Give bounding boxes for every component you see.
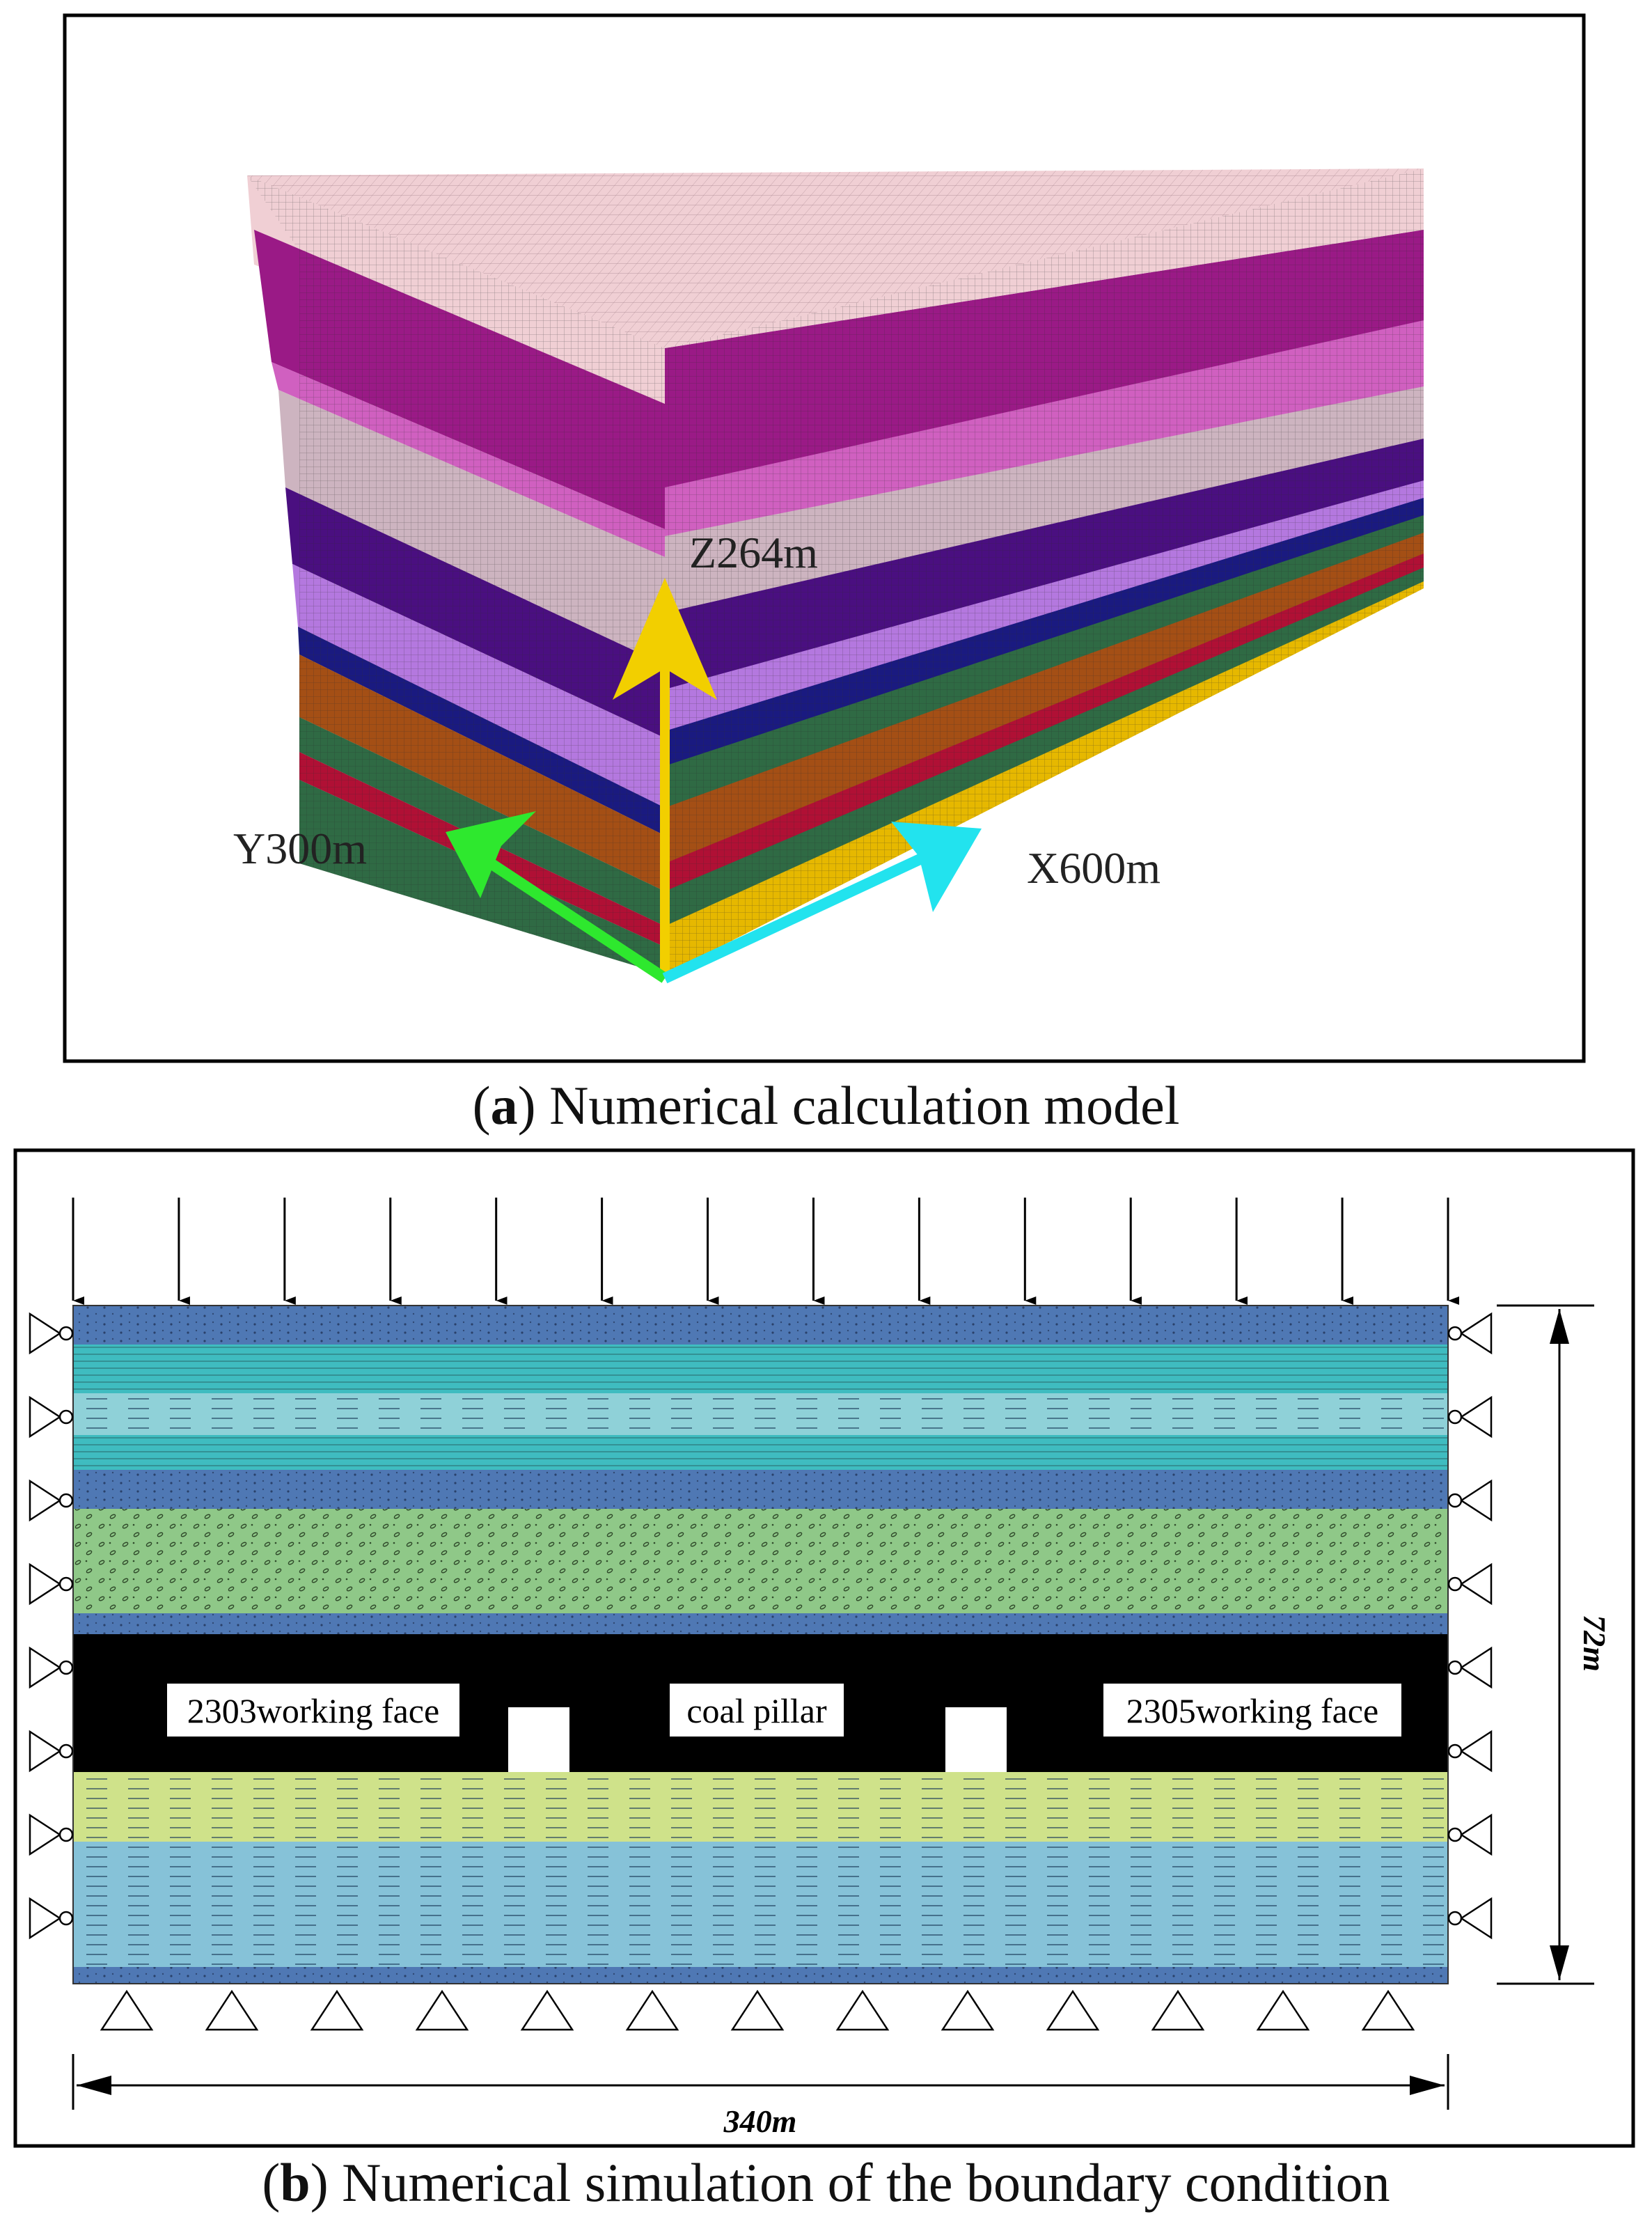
roller-support bbox=[29, 1730, 74, 1773]
roller-support bbox=[29, 1395, 74, 1439]
svg-text:coal pillar: coal pillar bbox=[686, 1691, 827, 1730]
roller-support bbox=[1447, 1395, 1493, 1439]
bottom-support bbox=[310, 1989, 364, 2031]
bottom-support bbox=[730, 1989, 785, 2031]
roller-support bbox=[29, 1562, 74, 1606]
roller-support bbox=[29, 1897, 74, 1940]
bottom-support bbox=[1046, 1989, 1100, 2031]
roller-support bbox=[29, 1479, 74, 1522]
bottom-support bbox=[415, 1989, 469, 2031]
bottom-support bbox=[835, 1989, 890, 2031]
svg-text:2303working face: 2303working face bbox=[187, 1691, 439, 1730]
axis-z-label: Z264m bbox=[689, 528, 818, 577]
label-2303-working-face: 2303working face bbox=[167, 1684, 459, 1737]
roller-support bbox=[1447, 1730, 1493, 1773]
roller-support bbox=[1447, 1562, 1493, 1606]
model-left-face bbox=[247, 175, 665, 975]
bottom-support bbox=[1361, 1989, 1415, 2031]
roadway-right bbox=[945, 1707, 1007, 1772]
label-coal-pillar: coal pillar bbox=[670, 1684, 844, 1737]
top-load-arrows bbox=[72, 1198, 1459, 1305]
layered-block-model bbox=[247, 168, 1424, 975]
strata-section bbox=[72, 1305, 1449, 1984]
bottom-support bbox=[625, 1989, 679, 2031]
height-dimension: 72m bbox=[1497, 1304, 1612, 1985]
roller-support bbox=[1447, 1312, 1493, 1355]
model-right-face bbox=[665, 168, 1424, 975]
bottom-support bbox=[941, 1989, 995, 2031]
bottom-support bbox=[1256, 1989, 1310, 2031]
caption-a: (a) Numerical calculation model bbox=[472, 1075, 1180, 1136]
roller-support bbox=[29, 1813, 74, 1856]
axis-x-label: X600m bbox=[1027, 843, 1161, 893]
roller-support bbox=[1447, 1813, 1493, 1856]
roller-support bbox=[1447, 1646, 1493, 1689]
side-roller-supports bbox=[29, 1312, 1493, 1940]
label-2305-working-face: 2305working face bbox=[1103, 1684, 1401, 1737]
bottom-support bbox=[1151, 1989, 1205, 2031]
axis-x-arrow bbox=[662, 822, 982, 984]
axis-y-label: Y300m bbox=[233, 824, 367, 873]
bottom-support bbox=[205, 1989, 259, 2031]
svg-text:2305working face: 2305working face bbox=[1126, 1691, 1378, 1730]
height-label: 72m bbox=[1577, 1615, 1612, 1672]
axis-z-arrow bbox=[613, 578, 717, 978]
width-dimension: 340m bbox=[72, 2054, 1449, 2139]
roller-support bbox=[29, 1646, 74, 1689]
axis-y-arrow bbox=[446, 811, 668, 983]
roller-support bbox=[29, 1312, 74, 1355]
bottom-fixed-supports bbox=[100, 1989, 1415, 2031]
roller-support bbox=[1447, 1897, 1493, 1940]
roadway-left bbox=[508, 1707, 569, 1772]
bottom-support bbox=[100, 1989, 154, 2031]
bottom-support bbox=[520, 1989, 574, 2031]
roller-support bbox=[1447, 1479, 1493, 1522]
width-label: 340m bbox=[723, 2103, 797, 2139]
caption-b: (b) Numerical simulation of the boundary… bbox=[262, 2152, 1390, 2213]
